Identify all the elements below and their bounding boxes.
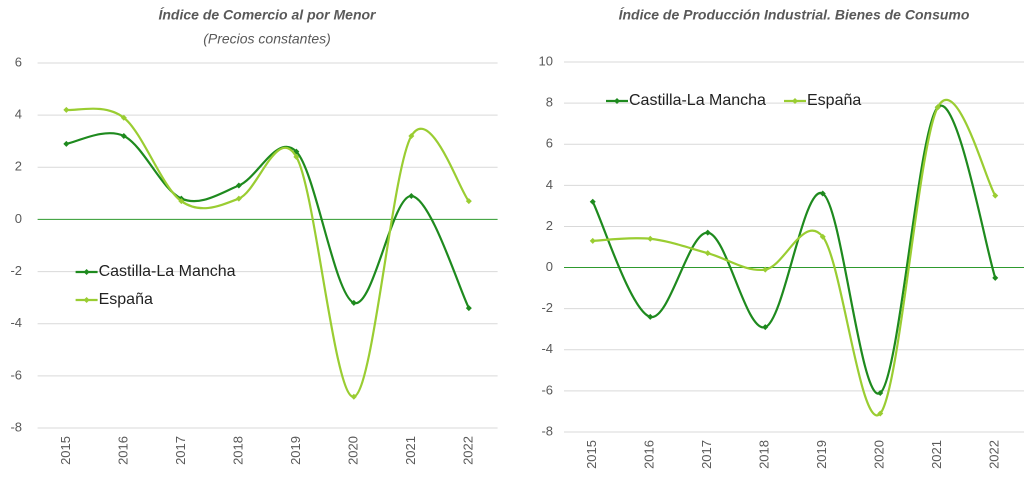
- y-tick-label: 10: [539, 53, 553, 68]
- point-marker: [465, 305, 472, 312]
- x-tick-label: 2019: [288, 436, 303, 465]
- point-marker: [120, 114, 127, 121]
- y-tick-label: -6: [541, 382, 553, 397]
- legend-label: España: [99, 291, 153, 308]
- point-marker: [819, 233, 826, 240]
- point-marker: [762, 324, 769, 331]
- series-line: [591, 104, 997, 395]
- y-tick-label: -8: [10, 419, 22, 434]
- x-tick-label: 2022: [460, 436, 475, 465]
- point-marker: [992, 274, 999, 281]
- legend-item: España: [75, 291, 153, 308]
- y-tick-label: 2: [546, 218, 553, 233]
- y-tick-label: 8: [546, 95, 553, 110]
- legend-item: Castilla-La Mancha: [606, 92, 766, 109]
- point-marker: [235, 182, 242, 189]
- legend-label: Castilla-La Mancha: [629, 92, 766, 109]
- y-tick-label: 0: [546, 259, 553, 274]
- point-marker: [465, 198, 472, 205]
- point-marker: [350, 393, 357, 400]
- x-tick-label: 2021: [929, 440, 944, 469]
- x-tick-label: 2015: [58, 436, 73, 465]
- x-tick-label: 2016: [115, 436, 130, 465]
- x-tick-label: 2020: [872, 440, 887, 469]
- chart: Índice de Comercio al por Menor (Precios …: [10, 7, 498, 465]
- point-marker: [178, 198, 185, 205]
- point-marker: [350, 299, 357, 306]
- point-marker: [877, 410, 884, 417]
- y-tick-label: -6: [10, 367, 22, 382]
- legend-marker: [614, 98, 620, 104]
- y-tick-label: 4: [15, 107, 22, 122]
- chart-title: Índice de Comercio al por Menor: [158, 7, 377, 23]
- chart-title: Índice de Producción Industrial. Bienes …: [619, 7, 970, 23]
- y-tick-label: 6: [546, 136, 553, 151]
- point-marker: [934, 104, 941, 111]
- y-tick-label: 0: [15, 211, 22, 226]
- point-marker: [120, 133, 127, 139]
- y-tick-label: -4: [10, 315, 22, 330]
- series-line: [66, 107, 470, 398]
- legend-item: Castilla-La Mancha: [75, 263, 236, 280]
- x-tick-label: 2022: [987, 440, 1002, 469]
- point-marker: [647, 235, 654, 242]
- x-tick-label: 2019: [814, 440, 829, 469]
- point-marker: [819, 190, 826, 197]
- y-tick-label: -2: [541, 300, 553, 315]
- x-tick-label: 2020: [345, 436, 360, 465]
- x-tick-label: 2021: [403, 436, 418, 465]
- y-tick-label: 6: [15, 54, 22, 69]
- point-marker: [589, 198, 596, 205]
- legend-label: España: [807, 92, 861, 109]
- series-line: [66, 132, 470, 309]
- x-tick-label: 2016: [642, 440, 657, 469]
- y-tick-label: -4: [541, 341, 553, 356]
- x-tick-label: 2018: [230, 436, 245, 465]
- x-tick-label: 2015: [584, 440, 599, 469]
- point-marker: [992, 192, 999, 199]
- y-tick-label: 2: [15, 159, 22, 174]
- chart-subtitle: (Precios constantes): [203, 31, 331, 47]
- y-tick-label: -2: [10, 263, 22, 278]
- point-marker: [408, 133, 415, 139]
- x-tick-label: 2017: [699, 440, 714, 469]
- chart: Índice de Producción Industrial. Bienes …: [539, 7, 1024, 469]
- point-marker: [589, 237, 596, 244]
- y-tick-label: -8: [541, 423, 553, 438]
- point-marker: [63, 106, 70, 113]
- legend-label: Castilla-La Mancha: [99, 263, 236, 280]
- point-marker: [704, 229, 711, 236]
- legend-marker: [83, 269, 90, 275]
- point-marker: [877, 389, 884, 396]
- point-marker: [293, 153, 300, 160]
- point-marker: [63, 140, 70, 147]
- legend-marker: [792, 98, 798, 104]
- point-marker: [235, 195, 242, 202]
- x-tick-label: 2018: [757, 440, 772, 469]
- point-marker: [762, 266, 769, 273]
- point-marker: [704, 250, 711, 257]
- y-tick-label: 4: [546, 177, 553, 192]
- point-marker: [408, 192, 415, 199]
- legend-marker: [83, 297, 90, 303]
- point-marker: [647, 313, 654, 320]
- x-tick-label: 2017: [173, 436, 188, 465]
- legend-item: España: [784, 92, 861, 109]
